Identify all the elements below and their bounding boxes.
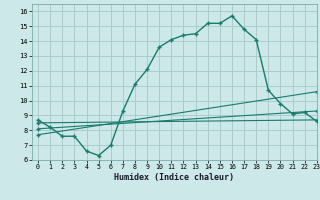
X-axis label: Humidex (Indice chaleur): Humidex (Indice chaleur) [115, 173, 234, 182]
